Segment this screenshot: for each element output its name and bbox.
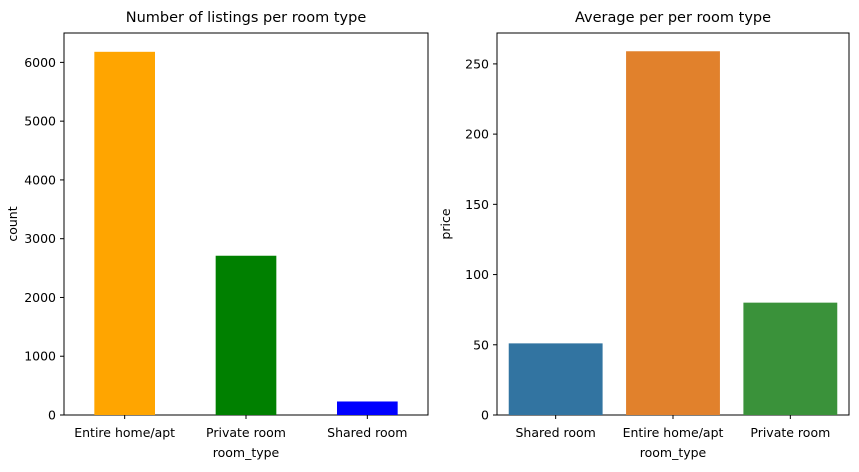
chart-title: Number of listings per room type xyxy=(126,10,367,26)
x-tick-label: Private room xyxy=(206,425,286,440)
axis-ticks: Entire home/apt Private room Shared room 0 1… xyxy=(24,55,407,440)
y-tick-label: 100 xyxy=(465,267,489,282)
x-tick-label: Shared room xyxy=(327,425,407,440)
x-tick-label: Entire home/apt xyxy=(623,425,724,440)
chart-listings-per-room-type: Number of listings per room type room_ty… xyxy=(5,10,429,460)
y-tick-label: 5000 xyxy=(24,114,56,129)
axis-ticks: Shared room Entire home/apt Private room 0 5… xyxy=(465,56,830,440)
bar-entire-home-apt xyxy=(626,51,720,415)
bar-group xyxy=(94,51,398,415)
bar-private-room xyxy=(743,302,838,415)
y-tick-label: 4000 xyxy=(24,172,56,187)
y-tick-label: 6000 xyxy=(24,55,56,70)
y-axis-label: count xyxy=(5,206,20,241)
bar-group xyxy=(508,51,838,415)
bar-shared-room xyxy=(508,343,603,415)
y-tick-label: 50 xyxy=(473,337,489,352)
x-tick-label: Private room xyxy=(750,425,830,440)
y-tick-label: 2000 xyxy=(24,290,56,305)
y-tick-label: 0 xyxy=(481,408,489,423)
y-axis-label: price xyxy=(438,208,453,239)
y-tick-label: 200 xyxy=(465,127,489,142)
y-tick-label: 150 xyxy=(465,197,489,212)
x-axis-label: room_type xyxy=(640,445,707,460)
x-axis-label: room_type xyxy=(213,445,280,460)
y-tick-label: 1000 xyxy=(24,349,56,364)
x-tick-label: Entire home/apt xyxy=(74,425,175,440)
chart-average-price-per-room-type: Average per per room type room_type pric… xyxy=(438,10,850,460)
y-tick-label: 250 xyxy=(465,56,489,71)
chart-title: Average per per room type xyxy=(575,10,771,26)
bar-private-room xyxy=(215,255,277,415)
x-tick-label: Shared room xyxy=(516,425,596,440)
y-tick-label: 3000 xyxy=(24,231,56,246)
bar-shared-room xyxy=(337,401,398,415)
bar-entire-home-apt xyxy=(94,51,155,415)
y-tick-label: 0 xyxy=(48,408,56,423)
